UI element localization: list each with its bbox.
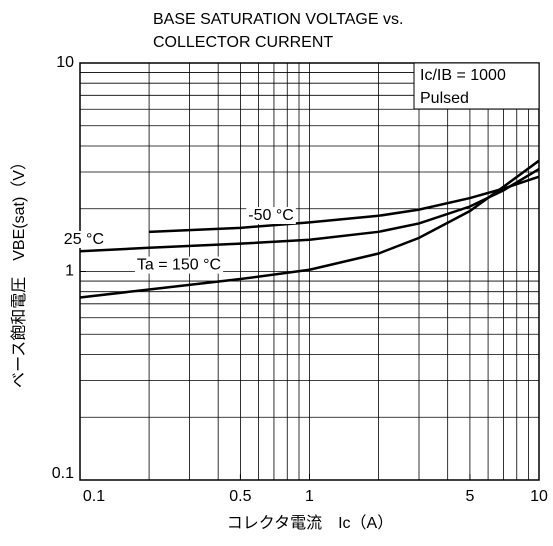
x-tick-label: 5 bbox=[465, 488, 474, 505]
chart-title-line2: COLLECTOR CURRENT bbox=[153, 34, 333, 51]
y-tick-label: 0.1 bbox=[52, 465, 74, 482]
x-tick-label: 10 bbox=[530, 488, 548, 505]
series-label: 25 °C bbox=[64, 231, 104, 248]
annotation-box bbox=[413, 62, 540, 110]
series-line bbox=[79, 159, 540, 299]
y-tick-label: 1 bbox=[65, 263, 74, 280]
x-axis-label: コレクタ電流 Ic（A） bbox=[227, 514, 393, 532]
label-bg bbox=[134, 256, 224, 274]
x-tick-label: 0.1 bbox=[83, 488, 105, 505]
y-tick-label: 10 bbox=[56, 54, 74, 71]
series-label: Ta = 150 °C bbox=[137, 257, 221, 274]
chart-title-line1: BASE SATURATION VOLTAGE vs. bbox=[153, 11, 403, 28]
annotation: Ic/IB = 1000 bbox=[420, 67, 506, 84]
x-tick-label: 0.5 bbox=[229, 488, 251, 505]
label-bg bbox=[246, 207, 296, 225]
label-bg bbox=[61, 230, 107, 248]
y-axis-label: ベース飽和電圧 VBE(sat)（V） bbox=[10, 154, 28, 388]
x-tick-label: 1 bbox=[305, 488, 314, 505]
annotation: Pulsed bbox=[420, 90, 469, 107]
series-label: -50 °C bbox=[248, 207, 294, 224]
